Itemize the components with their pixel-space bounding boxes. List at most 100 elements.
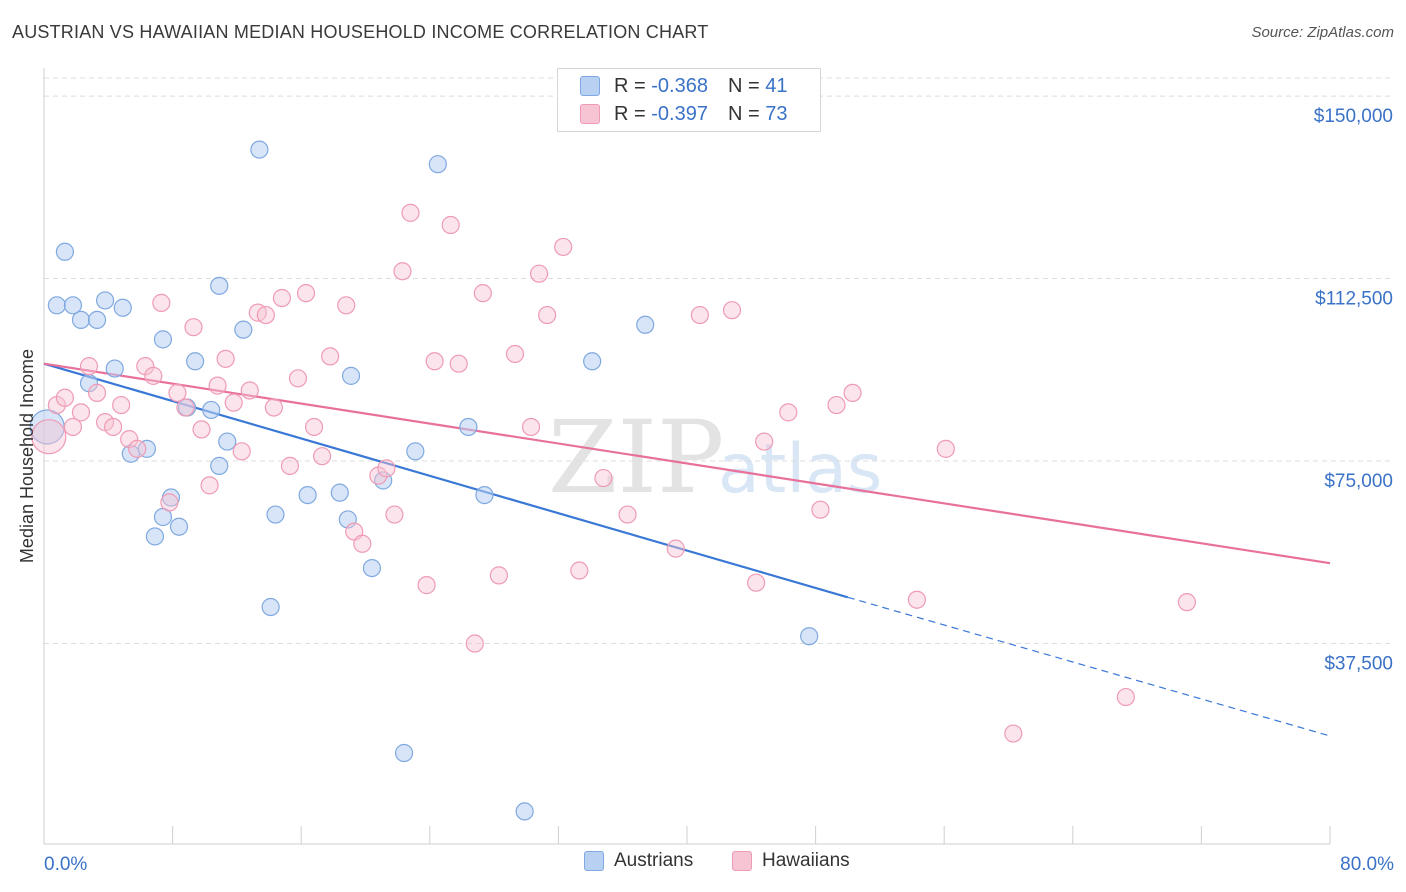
hawaiian-point [449,354,468,373]
austrian-point [800,627,819,646]
austrian-point [266,505,285,524]
hawaiian-point [1177,593,1197,612]
hawaiian-point [377,459,396,478]
hawaiian-point [216,349,235,368]
austrian-point [95,291,115,310]
hawaiian-point [160,493,179,512]
hawaiian-point [264,398,283,417]
austrian-point [210,276,229,295]
austrian-point [47,296,66,315]
hawaiian-point [79,357,99,376]
hawaiian-point [618,505,637,524]
y-tick-label: $150,000 [1314,106,1393,127]
hawaiian-point [811,500,830,519]
y-tick-label: $37,500 [1324,654,1393,675]
austrian-point [341,366,361,385]
austrian-point [330,483,349,502]
correlation-legend: R = -0.368 N = 41 R = -0.397 N = 73 [557,68,821,132]
chart-title: AUSTRIAN VS HAWAIIAN MEDIAN HOUSEHOLD IN… [12,22,709,42]
hawaiian-point [71,403,91,422]
legend-r-label: R = [614,74,646,97]
hawaiian-point [63,417,83,437]
hawaiian-point [907,590,926,609]
hawaiian-point [208,376,227,395]
hawaiians-trendline [43,362,1331,565]
y-axis-label: Median Household Income [17,349,37,563]
austrian-point [362,558,382,578]
hawaiian-point [393,262,412,281]
legend-r-value-austrians: -0.368 [651,74,708,97]
hawaiian-point [465,634,484,653]
hawaiian-point [288,369,308,388]
hawaiian-point [779,403,798,422]
hawaiian-point [521,417,541,437]
hawaiian-point [224,393,243,412]
hawaiian-point [87,383,107,403]
hawaiian-point [554,237,573,257]
hawaiian-point [112,395,131,415]
hawaiian-point [505,344,525,364]
austrian-point [210,456,229,475]
austrian-point [261,597,280,617]
austrian-point [636,315,655,334]
hawaiian-point [1116,687,1135,707]
hawaiian-point [1004,724,1023,743]
watermark-zip: ZIP [548,399,724,516]
watermark: ZIP atlas [548,399,882,516]
legend-swatch-hawaiians [580,104,600,124]
bottom-legend-label-austrians: Austrians [614,850,694,871]
legend-r-value-hawaiians: -0.397 [651,102,708,125]
hawaiian-point [152,293,171,312]
austrian-point [515,802,534,821]
hawaiian-point [304,417,324,437]
hawaiian-point [827,395,846,415]
austrian-point [169,517,189,536]
hawaiian-point [176,398,195,417]
legend-swatch-austrians [580,76,600,96]
austrian-point [475,485,494,505]
legend-r-label: R = [614,102,646,125]
hawaiian-point [747,573,766,592]
hawaiian-point [473,284,492,303]
y-tick-label: $112,500 [1315,289,1393,310]
watermark-atlas: atlas [718,430,882,509]
hawaiian-point [232,442,251,461]
hawaiian-point [184,318,203,337]
hawaiian-point [200,476,219,495]
bottom-legend-label-hawaiians: Hawaiians [762,850,850,871]
hawaiian-point [144,366,163,385]
austrians-trendline-extension [847,596,1331,737]
hawaiian-point [441,215,460,235]
hawaiian-point [353,534,372,553]
legend-n-value-austrians: 41 [765,74,788,97]
bottom-legend-hawaiians: Hawaiians [732,850,850,872]
bottom-legend-austrians: Austrians [584,850,693,872]
austrian-point [583,352,602,371]
hawaiian-point [722,301,742,320]
austrian-point [428,155,447,174]
x-tick-label-max: 80.0% [1340,854,1394,875]
austrian-point [186,352,205,371]
hawaiian-point [168,383,187,403]
legend-row-hawaiians: R = -0.397 N = 73 [580,101,787,127]
hawaiian-point [321,347,340,366]
hawaiian-point [690,305,709,325]
hawaiian-point [530,264,549,283]
hawaiian-point [240,381,259,400]
austrian-point [406,442,425,461]
hawaiian-point [843,383,862,403]
hawaiian-point [936,439,955,458]
source-label: Source: ZipAtlas.com [1251,24,1394,41]
hawaiian-point [594,468,613,488]
hawaiian-point [104,417,123,437]
hawaiian-point [128,439,147,458]
austrian-point [394,743,414,763]
bottom-legend-swatch-hawaiians [732,851,752,871]
austrian-point [202,400,221,420]
y-tick-label: $75,000 [1324,471,1393,492]
legend-n-label: N = [727,74,760,97]
legend-n-label: N = [727,102,760,125]
austrian-point [105,359,124,378]
hawaiian-point [385,505,404,524]
